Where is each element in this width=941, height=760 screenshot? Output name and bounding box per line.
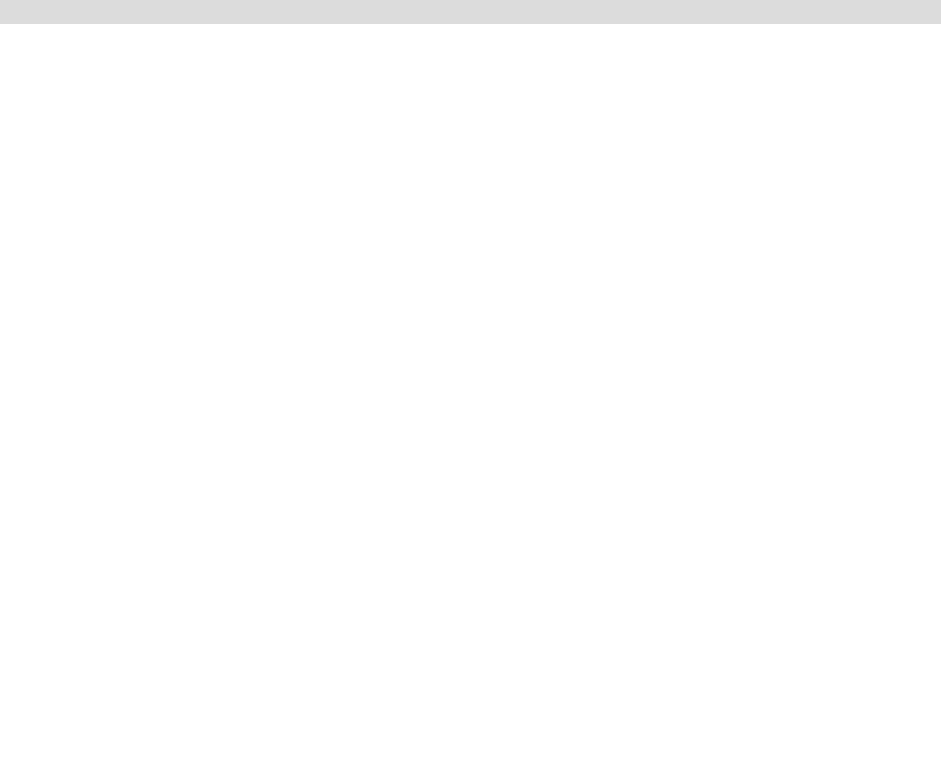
time-axis-bar — [0, 24, 941, 40]
event-header-bar — [0, 0, 941, 24]
trace-area — [0, 40, 941, 760]
